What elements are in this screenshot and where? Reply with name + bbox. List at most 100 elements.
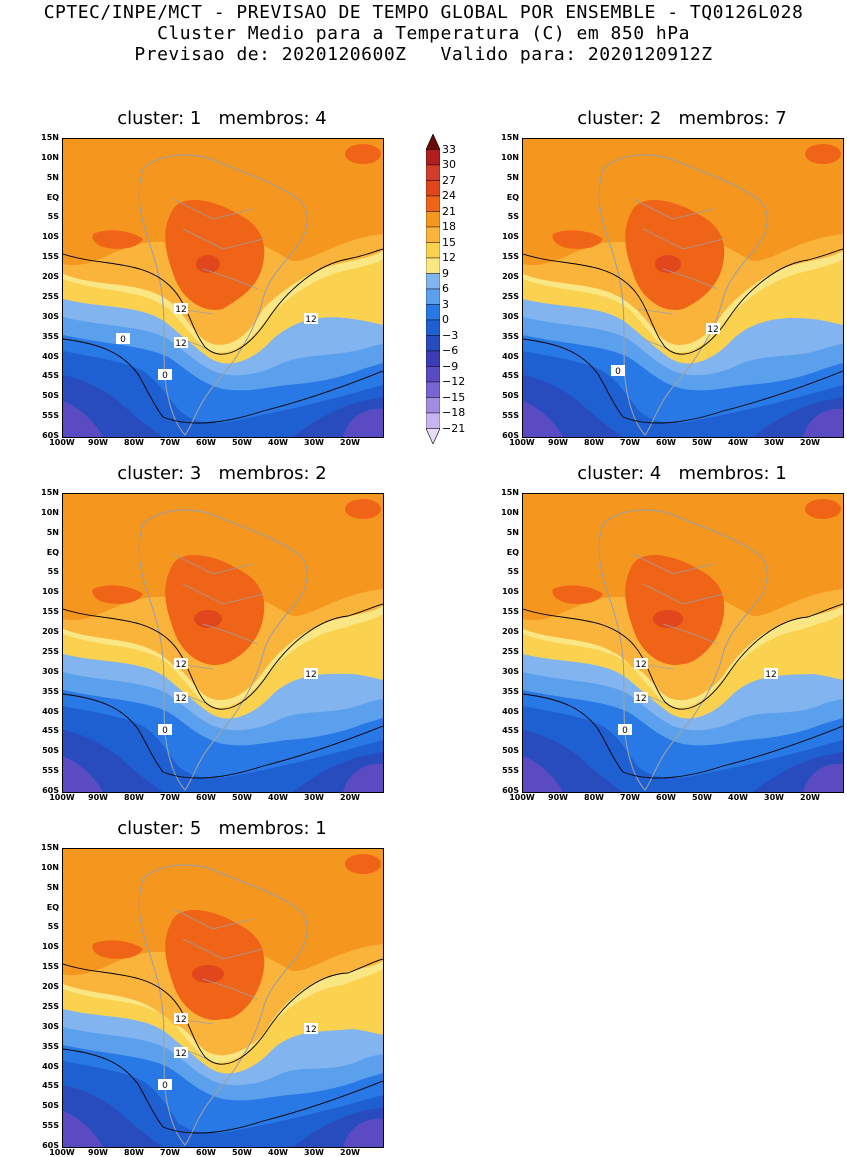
colorbar-label: 6 bbox=[442, 282, 449, 295]
colorbar-swatch bbox=[425, 350, 441, 367]
colorbar-label: 30 bbox=[442, 158, 456, 171]
border-line-1 bbox=[182, 583, 264, 605]
lat-tick-label: 30S bbox=[502, 311, 519, 321]
border-line-2 bbox=[202, 268, 259, 290]
lat-tick-label: 15S bbox=[502, 252, 519, 262]
lat-tick-label: 25S bbox=[502, 291, 519, 301]
contour-label-text: 0 bbox=[622, 726, 628, 736]
lon-tick-label: 40W bbox=[268, 1148, 288, 1157]
lat-tick-label: 50S bbox=[502, 746, 519, 756]
border-line-1 bbox=[642, 228, 724, 250]
colorbar-swatch bbox=[425, 164, 441, 181]
lat-tick-label: 30S bbox=[42, 311, 59, 321]
band-m12a bbox=[63, 756, 103, 792]
band-m3 bbox=[523, 706, 843, 792]
warm-patch-ne bbox=[345, 854, 381, 874]
border-line-2 bbox=[202, 623, 259, 645]
lon-tick-label: 90W bbox=[88, 1148, 108, 1157]
lat-tick-label: 5N bbox=[506, 172, 519, 182]
lat-tick-label: 5S bbox=[507, 212, 519, 222]
lat-tick-label: 5S bbox=[507, 567, 519, 577]
band-m12a bbox=[63, 401, 103, 437]
band-m3 bbox=[63, 1061, 383, 1147]
lon-tick-label: 100W bbox=[509, 793, 535, 802]
band-m12b bbox=[803, 763, 843, 792]
contour-label: 0 bbox=[158, 724, 172, 736]
contour-label: 12 bbox=[174, 1013, 188, 1025]
contour-label-text: 12 bbox=[175, 1015, 186, 1025]
lon-tick-label: 100W bbox=[49, 438, 75, 447]
colorbar-swatch bbox=[425, 242, 441, 259]
warm-max bbox=[194, 610, 222, 628]
lon-tick-label: 30W bbox=[764, 438, 784, 447]
warm-patch-ne bbox=[345, 144, 381, 164]
lon-tick-label: 20W bbox=[340, 793, 360, 802]
lat-tick-label: 10N bbox=[501, 507, 519, 517]
border-line-4 bbox=[642, 338, 669, 350]
lat-tick-label: 15S bbox=[42, 962, 59, 972]
colorbar-label: 12 bbox=[442, 251, 456, 264]
temperature-map: 12 0 bbox=[522, 138, 844, 438]
contour-label-text: 0 bbox=[120, 335, 126, 345]
lat-tick-label: 50S bbox=[42, 746, 59, 756]
lat-tick-label: 20S bbox=[502, 627, 519, 637]
border-line-0 bbox=[172, 908, 254, 930]
lat-tick-label: 40S bbox=[502, 351, 519, 361]
lat-tick-label: 5N bbox=[46, 172, 59, 182]
contour-label: 12 bbox=[174, 658, 188, 670]
colorbar-swatch bbox=[425, 273, 441, 290]
colorbar-label: 15 bbox=[442, 235, 456, 249]
contour-0 bbox=[523, 693, 843, 779]
contour-label: 0 bbox=[618, 724, 632, 736]
map-panel-2: cluster: 2 membros: 7 12 0 15N 10N 5N EQ 5S 10S 1… bbox=[501, 108, 844, 447]
colorbar-swatch bbox=[425, 226, 441, 243]
border-line-2 bbox=[662, 623, 719, 645]
panel-title: cluster: 3 membros: 2 bbox=[117, 463, 327, 484]
lat-tick-label: 60S bbox=[502, 431, 519, 440]
lat-tick-label: 60S bbox=[42, 431, 59, 440]
lon-tick-label: 30W bbox=[304, 1148, 324, 1157]
warm-patch-west bbox=[552, 230, 603, 249]
lat-tick-label: 40S bbox=[42, 1061, 59, 1071]
contour-label: 12 bbox=[634, 658, 648, 670]
map-panel-4: cluster: 4 membros: 1 12 12 12 0 15N 10N 5N EQ 5S… bbox=[501, 463, 844, 802]
lon-tick-label: 30W bbox=[764, 793, 784, 802]
warm-max bbox=[192, 965, 224, 983]
colorbar-label: −3 bbox=[442, 328, 459, 342]
lon-tick-label: 80W bbox=[584, 438, 604, 447]
warm-patch-west bbox=[92, 940, 143, 959]
lon-tick-label: 80W bbox=[584, 793, 604, 802]
panel-title: cluster: 2 membros: 7 bbox=[577, 108, 787, 129]
lat-tick-label: 25S bbox=[42, 646, 59, 656]
warm-core bbox=[165, 909, 265, 1020]
header-line-3: Previsao de: 2020120600Z Valido para: 20… bbox=[134, 44, 713, 65]
lat-tick-label: 10N bbox=[41, 152, 59, 162]
lat-tick-label: 5S bbox=[47, 212, 59, 222]
lat-tick-label: 10N bbox=[41, 507, 59, 517]
lon-tick-label: 80W bbox=[124, 438, 144, 447]
contour-label: 12 bbox=[764, 668, 778, 680]
colorbar-label: −9 bbox=[442, 359, 459, 373]
lat-tick-label: 20S bbox=[502, 272, 519, 282]
band-m12b bbox=[343, 763, 383, 792]
lon-tick-label: 90W bbox=[548, 793, 568, 802]
lat-tick-label: 15S bbox=[42, 252, 59, 262]
band-m3 bbox=[63, 706, 383, 792]
colorbar-swatch bbox=[425, 195, 441, 212]
continent-outline bbox=[138, 154, 308, 436]
lat-tick-label: EQ bbox=[46, 192, 59, 202]
lat-tick-label: 60S bbox=[42, 1141, 59, 1150]
map-svg: 12 0 bbox=[523, 139, 843, 437]
contour-12 bbox=[63, 248, 383, 355]
lat-tick-label: 15N bbox=[501, 133, 519, 142]
contour-label-text: 12 bbox=[305, 670, 316, 680]
border-line-2 bbox=[662, 268, 719, 290]
colorbar-swatch bbox=[425, 366, 441, 383]
lon-tick-label: 90W bbox=[88, 438, 108, 447]
lon-tick-label: 30W bbox=[304, 438, 324, 447]
contour-label: 0 bbox=[116, 333, 130, 345]
lat-tick-label: 15N bbox=[41, 133, 59, 142]
contour-label-text: 12 bbox=[175, 305, 186, 315]
contour-label-text: 12 bbox=[635, 694, 646, 704]
temperature-map: 12 12 12 0 bbox=[62, 848, 384, 1148]
